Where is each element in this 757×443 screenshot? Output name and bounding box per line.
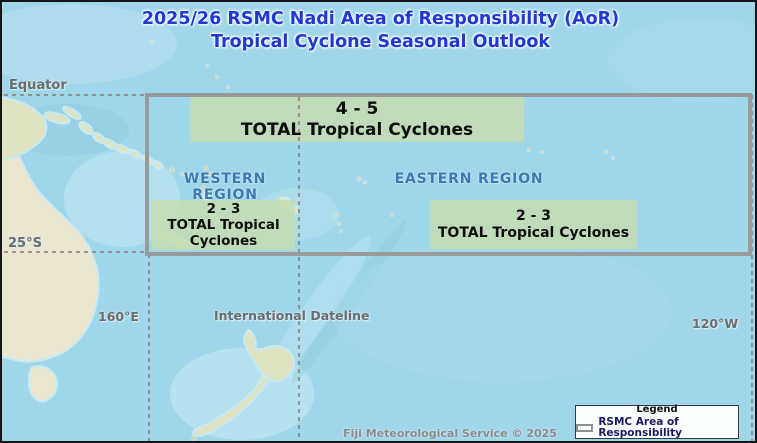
legend-aor-row: RSMC Area of Responsibility	[576, 417, 738, 439]
coral-sea-shelf	[64, 151, 180, 247]
western-cyclone-label-line1: TOTAL Tropical	[167, 217, 280, 233]
solomon-island	[114, 143, 130, 155]
equator-label: Equator	[9, 78, 67, 93]
western-region-label: WESTERN REGION	[183, 171, 267, 203]
ocean-light-patch	[332, 242, 672, 382]
australia-landmass	[2, 133, 100, 363]
eastern-cyclone-label: TOTAL Tropical Cyclones	[437, 224, 630, 241]
solomon-island	[127, 148, 143, 160]
santa-cruz-islet	[169, 167, 175, 173]
eastern-cyclone-range: 2 - 3	[515, 207, 552, 224]
new-britain-island	[43, 111, 71, 125]
banks-islet	[207, 171, 213, 177]
longitude-120w-label: 120°W	[692, 316, 739, 331]
kermadec-ridge-shade	[262, 236, 372, 388]
nz-north-island	[243, 329, 295, 383]
trench-shade	[291, 219, 407, 385]
legend-title: Legend	[636, 404, 678, 415]
total-cyclone-range: 4 - 5	[335, 98, 379, 119]
aor-legend-swatch	[576, 424, 594, 432]
map-title-line1: 2025/26 RSMC Nadi Area of Responsibility…	[141, 9, 620, 29]
bougainville-island	[78, 120, 94, 136]
nz-south-island	[191, 374, 269, 437]
tasmania-landmass	[28, 365, 58, 403]
international-dateline-label: International Dateline	[214, 308, 370, 323]
attribution-text: Fiji Meteorological Service © 2025	[343, 427, 557, 440]
aor-legend-label: RSMC Area of Responsibility	[598, 416, 683, 439]
legend-box: Legend RSMC Area of Responsibility	[575, 405, 739, 439]
western-outlook-box: 2 - 3 TOTAL Tropical Cyclones	[152, 200, 295, 250]
western-cyclone-range: 2 - 3	[206, 201, 241, 217]
aor-boundary	[145, 93, 752, 256]
map-title: 2025/26 RSMC Nadi Area of Responsibility…	[2, 8, 755, 54]
ocean-light-patch	[607, 18, 755, 102]
santa-cruz-islet	[179, 171, 185, 177]
santa-cruz-island	[152, 160, 164, 170]
map-title-line2: Tropical Cyclone Seasonal Outlook	[211, 32, 550, 52]
vanuatu-islet	[200, 185, 206, 191]
eastern-region-label: EASTERN REGION	[394, 171, 544, 187]
stewart-islet	[191, 435, 197, 441]
vanuatu-island	[202, 190, 210, 202]
banks-islet	[203, 165, 209, 171]
fiji-islet	[276, 195, 282, 201]
new-ireland-island	[62, 105, 82, 121]
latitude-25s-label: 25°S	[8, 236, 42, 251]
ocean-light-patch	[2, 4, 177, 84]
papua-new-guinea-landmass	[2, 96, 48, 162]
western-cyclone-label-line2: Cyclones	[189, 233, 258, 249]
eastern-outlook-box: 2 - 3 TOTAL Tropical Cyclones	[430, 200, 637, 249]
longitude-160e-label: 160°E	[98, 309, 139, 324]
